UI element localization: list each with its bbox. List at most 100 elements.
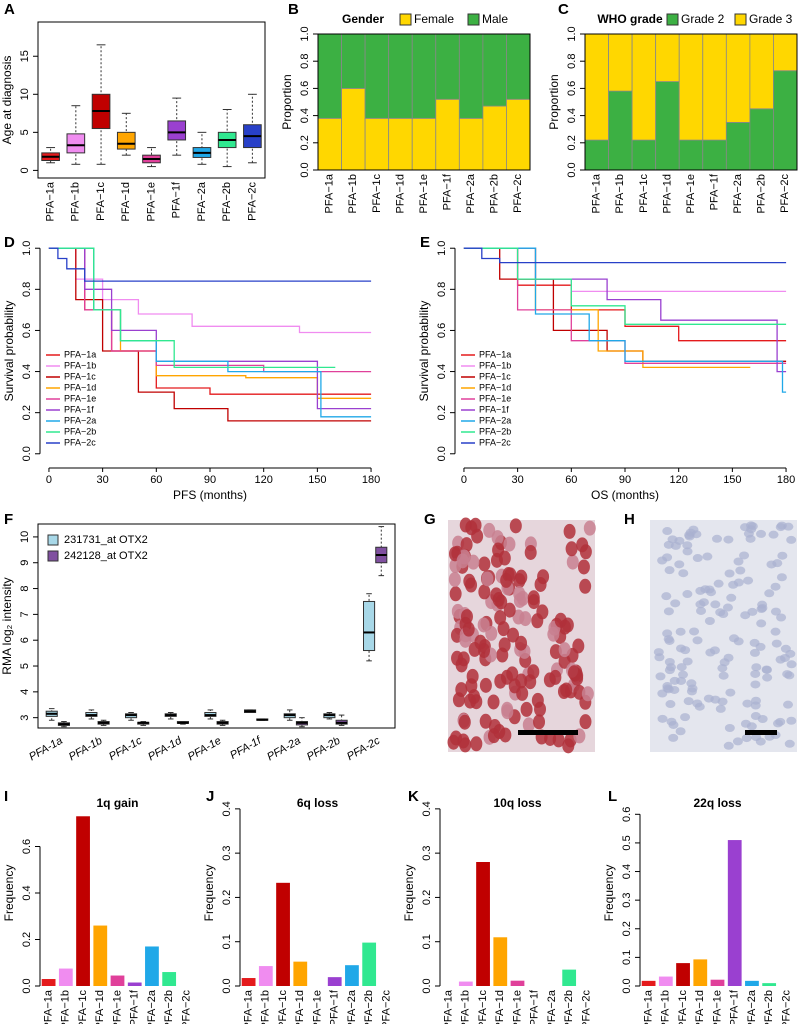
x-tick-label: PFA−1a — [243, 989, 255, 1024]
cell-nucleus — [661, 592, 672, 601]
cell-nucleus — [676, 676, 687, 685]
legend-label: PFA−1d — [479, 382, 511, 392]
cell-nucleus — [507, 627, 520, 643]
y-tick-label: 0.0 — [566, 162, 578, 177]
x-tick-label: PFA−1e — [418, 174, 430, 213]
cell-nucleus — [723, 535, 734, 544]
x-tick-label: 60 — [565, 474, 577, 486]
bar — [110, 975, 125, 986]
y-axis-label: Survival probability — [417, 301, 431, 402]
x-tick-label: 120 — [255, 474, 273, 486]
bar-segment — [631, 33, 657, 141]
cell-nucleus — [741, 734, 752, 743]
panel-letter: K — [408, 788, 419, 805]
y-tick-label: 0.1 — [421, 934, 433, 949]
cell-nucleus — [756, 619, 767, 628]
y-tick-label: 0.3 — [621, 893, 633, 908]
cell-nucleus — [462, 621, 475, 637]
bar-segment — [749, 33, 774, 110]
x-tick-label: 60 — [150, 474, 162, 486]
y-tick-label: 0.3 — [221, 845, 233, 860]
cell-nucleus — [726, 593, 737, 602]
cell-nucleus — [733, 557, 744, 566]
survival-curve — [463, 247, 787, 293]
cell-nucleus — [479, 713, 492, 729]
legend-label: PFA−1c — [479, 371, 511, 381]
cell-nucleus — [724, 569, 735, 578]
x-tick-label: PFA−2b — [221, 182, 233, 221]
y-tick-label: 0.6 — [621, 807, 633, 822]
legend-swatch — [467, 13, 480, 26]
bar-segment — [482, 105, 507, 171]
bar-segment — [608, 90, 633, 171]
cell-nucleus — [770, 607, 781, 616]
x-tick-label: PFA−1e — [111, 990, 123, 1024]
cell-nucleus — [552, 732, 565, 748]
y-tick-label: 0.8 — [299, 54, 311, 69]
y-tick-label: 0.4 — [621, 864, 633, 879]
x-tick-label: PFA−1e — [685, 174, 697, 213]
x-tick-label: 150 — [723, 474, 741, 486]
bar-segment — [773, 70, 798, 171]
x-tick-label: PFA−1f — [529, 989, 541, 1024]
x-tick-label: PFA−1c — [95, 182, 107, 221]
cell-nucleus — [724, 724, 735, 733]
cell-nucleus — [680, 646, 691, 655]
cell-nucleus — [725, 688, 736, 697]
cell-nucleus — [682, 547, 693, 556]
cell-nucleus — [655, 672, 666, 681]
y-tick-label: 0 — [19, 167, 31, 173]
cell-nucleus — [692, 636, 703, 645]
cell-nucleus — [678, 569, 689, 578]
cell-nucleus — [717, 664, 728, 673]
x-tick-label: PFA−1a — [45, 181, 57, 221]
x-axis-label: OS (months) — [591, 488, 659, 502]
cell-nucleus — [515, 635, 528, 651]
x-tick-label: PFA−1b — [614, 174, 626, 213]
y-tick-label: 0.0 — [299, 162, 311, 177]
bar — [641, 980, 656, 986]
bar — [93, 925, 108, 986]
y-tick-label: 0.2 — [299, 135, 311, 150]
cell-nucleus — [733, 578, 744, 587]
cell-nucleus — [487, 694, 500, 710]
bar-segment — [317, 117, 342, 171]
bar — [41, 979, 56, 986]
x-tick-label: PFA−1c — [638, 174, 650, 213]
x-tick-label: PFA−2a — [465, 173, 477, 213]
cell-nucleus — [563, 523, 576, 539]
cell-nucleus — [467, 554, 480, 570]
bar — [458, 981, 473, 986]
cell-nucleus — [531, 692, 544, 708]
cell-nucleus — [770, 582, 781, 591]
cell-nucleus — [712, 534, 723, 543]
y-tick-label: 1.0 — [566, 26, 578, 41]
bar — [293, 961, 308, 986]
y-tick-label: 0.4 — [221, 801, 233, 816]
cell-nucleus — [694, 702, 705, 711]
bar-segment — [458, 33, 484, 119]
cell-nucleus — [479, 677, 492, 693]
cell-nucleus — [463, 573, 476, 589]
cell-nucleus — [470, 736, 483, 752]
cell-nucleus — [786, 660, 797, 669]
x-tick-label: 0 — [461, 474, 467, 486]
cell-nucleus — [692, 554, 703, 563]
cell-nucleus — [683, 697, 694, 706]
bar-segment — [388, 117, 413, 171]
y-tick-label: 0.8 — [21, 282, 33, 297]
cell-nucleus — [516, 685, 529, 701]
cell-nucleus — [723, 741, 734, 750]
x-tick-label: PFA−1e — [511, 990, 523, 1024]
cell-nucleus — [688, 525, 699, 534]
bar — [327, 977, 342, 986]
survival-curve — [463, 247, 787, 325]
x-tick-label: PFA−1b — [660, 990, 672, 1024]
x-tick-label: PFA−1c — [677, 990, 689, 1024]
cell-nucleus — [451, 603, 464, 619]
x-tick-label: PFA−1b — [60, 990, 72, 1024]
cell-nucleus — [653, 648, 664, 657]
x-tick-label: PFA−2c — [779, 174, 791, 213]
